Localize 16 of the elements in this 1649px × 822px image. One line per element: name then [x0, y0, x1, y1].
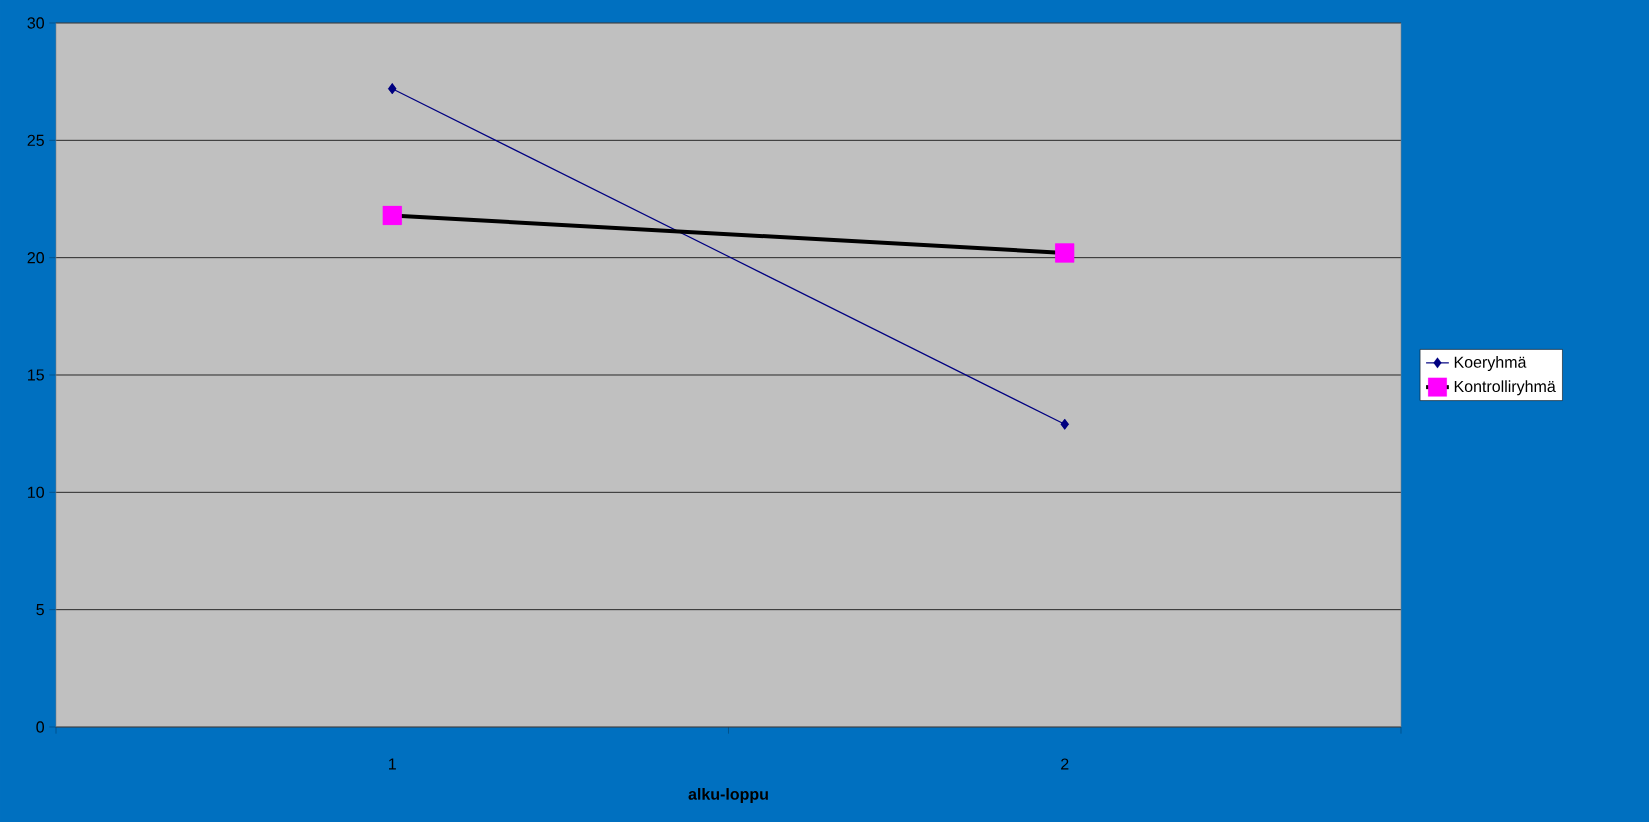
y-tick-label: 25	[27, 134, 44, 146]
legend-label: Kontrolliryhmä	[1454, 380, 1556, 396]
y-tick-label: 5	[36, 604, 44, 616]
y-tick-label: 20	[27, 252, 44, 264]
y-tick-label: 15	[28, 369, 44, 381]
x-tick-label: 1	[389, 758, 396, 770]
x-axis-title: alku-loppu	[688, 788, 768, 803]
point	[382, 206, 402, 225]
legend-label: Koeryhmä	[1454, 356, 1527, 371]
y-tick-label: 10	[28, 486, 44, 498]
point	[1060, 418, 1069, 430]
point	[388, 83, 397, 95]
y-tick-label: 0	[36, 721, 45, 733]
point	[1055, 243, 1075, 263]
y-tick-label: 30	[27, 17, 44, 29]
x-tick-label: 2	[1061, 758, 1069, 770]
